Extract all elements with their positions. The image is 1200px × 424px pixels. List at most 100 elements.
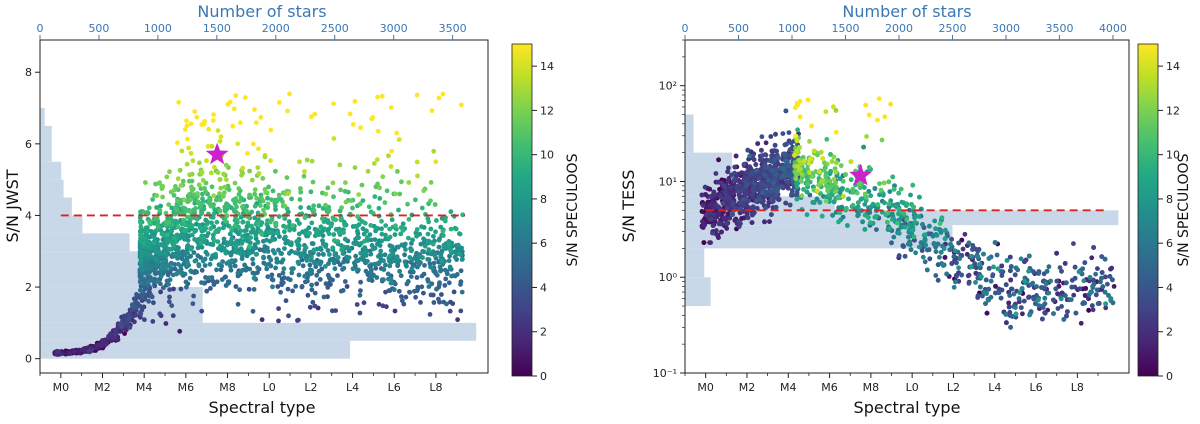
scatter-point (149, 229, 154, 234)
x-tick-label: L6 (388, 381, 401, 394)
scatter-point (252, 203, 258, 209)
scatter-point (448, 209, 454, 215)
scatter-point (207, 261, 213, 267)
scatter-point (933, 226, 938, 232)
scatter-point (300, 252, 306, 258)
scatter-point (769, 196, 774, 202)
scatter-point (344, 284, 350, 289)
scatter-point (751, 188, 756, 193)
scatter-point (309, 220, 315, 226)
scatter-point (908, 192, 913, 198)
scatter-point (1054, 278, 1060, 284)
scatter-point (140, 266, 146, 272)
scatter-point (1059, 268, 1064, 274)
scatter-point (458, 282, 463, 287)
scatter-point (1093, 292, 1099, 298)
scatter-point (890, 217, 895, 222)
scatter-point (358, 256, 364, 262)
scatter-point (177, 328, 183, 334)
scatter-point (310, 241, 316, 247)
scatter-point (377, 243, 383, 248)
scatter-point (442, 218, 448, 224)
scatter-point (290, 288, 295, 294)
scatter-point (308, 269, 313, 275)
scatter-point (150, 319, 156, 324)
scatter-point (747, 164, 753, 170)
scatter-point (202, 263, 208, 268)
scatter-point (410, 237, 415, 243)
scatter-point (142, 317, 147, 323)
scatter-point (447, 308, 453, 314)
scatter-point (1057, 265, 1063, 270)
scatter-point (414, 92, 420, 98)
scatter-point (317, 277, 323, 282)
scatter-point (221, 236, 227, 242)
scatter-point (405, 201, 410, 207)
scatter-point (126, 317, 132, 323)
scatter-point (431, 148, 437, 154)
scatter-point (245, 150, 250, 156)
scatter-point (820, 156, 826, 161)
scatter-point (973, 270, 979, 276)
scatter-point (286, 313, 291, 319)
scatter-point (1103, 301, 1108, 307)
scatter-point (188, 246, 194, 252)
scatter-point (296, 272, 302, 278)
scatter-point (833, 189, 838, 195)
scatter-point (1105, 281, 1110, 287)
scatter-point (263, 190, 268, 195)
scatter-point (183, 279, 189, 285)
scatter-point (223, 250, 229, 256)
scatter-point (225, 204, 231, 209)
scatter-point (233, 244, 239, 250)
scatter-point (278, 289, 283, 295)
scatter-point (896, 207, 902, 212)
scatter-point (1063, 280, 1069, 286)
scatter-point (939, 215, 945, 221)
scatter-point (456, 242, 461, 248)
left-top-axis-label: Number of stars (197, 2, 326, 21)
scatter-point (191, 250, 197, 256)
scatter-point (297, 221, 302, 227)
scatter-point (1089, 303, 1095, 309)
scatter-point (824, 183, 829, 188)
scatter-point (949, 236, 954, 242)
scatter-point (834, 160, 839, 166)
scatter-point (742, 215, 747, 221)
scatter-point (1017, 290, 1023, 295)
scatter-point (199, 267, 205, 273)
scatter-point (144, 229, 150, 234)
scatter-point (819, 213, 825, 219)
right-scatter-points (699, 96, 1117, 330)
scatter-point (447, 264, 453, 270)
scatter-point (911, 204, 916, 210)
scatter-point (199, 244, 205, 250)
scatter-point (209, 220, 214, 226)
scatter-point (276, 214, 282, 219)
scatter-point (759, 181, 765, 186)
scatter-point (1086, 296, 1091, 302)
scatter-point (1058, 296, 1064, 302)
scatter-point (983, 277, 989, 283)
scatter-point (991, 264, 996, 270)
scatter-point (326, 208, 332, 214)
scatter-point (146, 244, 152, 250)
scatter-point (204, 221, 210, 227)
scatter-point (725, 211, 731, 217)
scatter-point (912, 220, 918, 226)
scatter-point (154, 216, 160, 222)
scatter-point (1004, 258, 1010, 263)
scatter-point (978, 274, 984, 280)
scatter-point (340, 251, 346, 256)
scatter-point (1093, 271, 1098, 277)
scatter-point (207, 197, 213, 203)
scatter-point (333, 227, 339, 232)
scatter-point (702, 184, 708, 190)
scatter-point (283, 234, 288, 240)
scatter-point (794, 172, 799, 177)
scatter-point (776, 196, 781, 202)
scatter-point (154, 193, 160, 199)
scatter-point (380, 303, 386, 309)
scatter-point (992, 240, 998, 245)
scatter-point (295, 259, 301, 265)
